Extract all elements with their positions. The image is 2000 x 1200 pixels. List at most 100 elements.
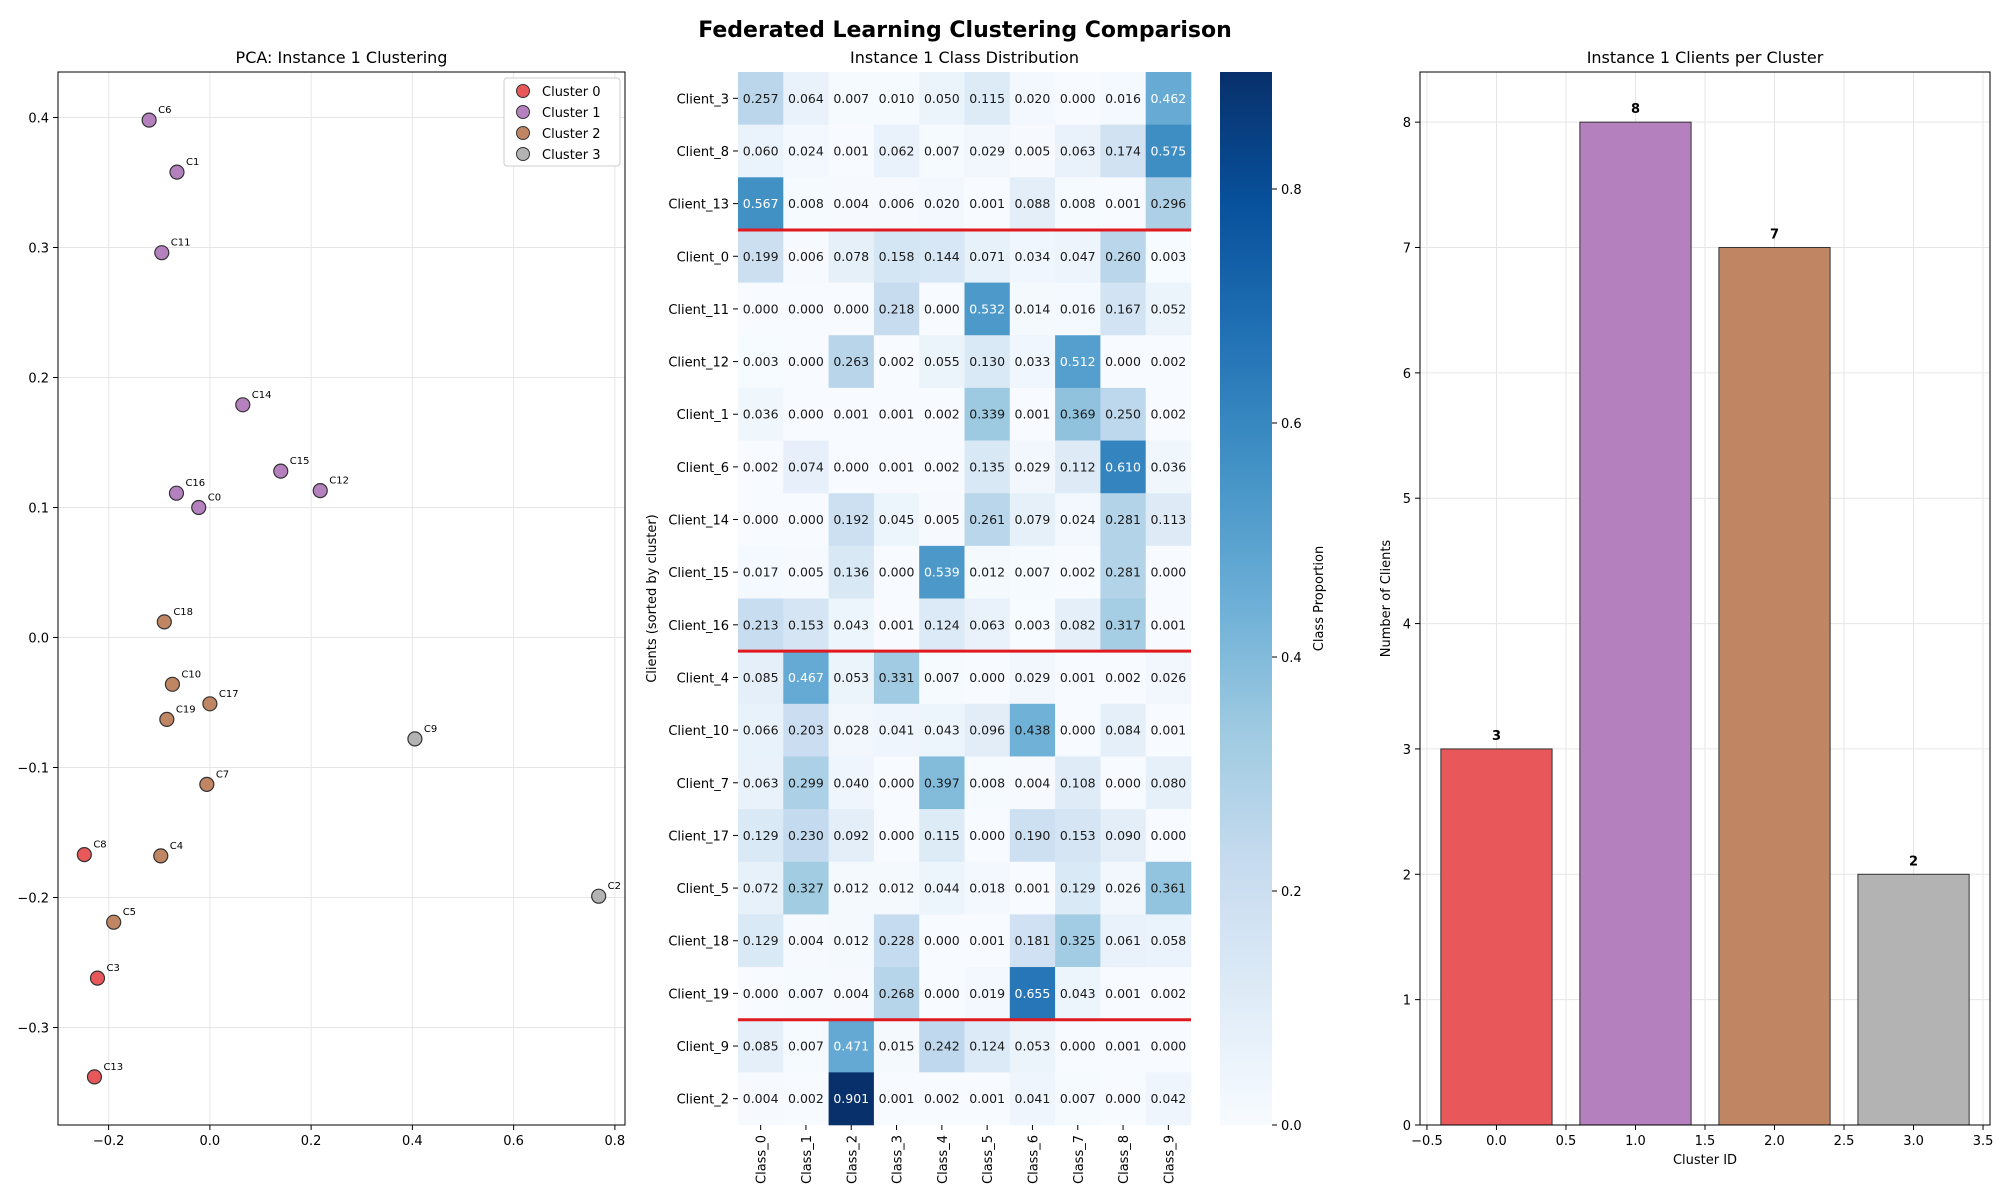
legend-entry: Cluster 0 (542, 85, 601, 100)
heatmap-cell (783, 282, 829, 336)
heatmap-cell (783, 493, 829, 547)
heatmap-cell (873, 1019, 920, 1073)
heatmap-cell (783, 124, 829, 178)
scatter-point-label: C12 (329, 476, 349, 487)
heatmap-cell-value: 0.036 (743, 407, 779, 422)
scatter-point (153, 848, 169, 864)
heatmap-cell-value: 0.250 (1105, 407, 1141, 422)
heatmap-cell (783, 914, 829, 968)
heatmap-cell-value: 0.001 (879, 407, 915, 422)
heatmap-cell-value: 0.005 (1015, 143, 1051, 158)
heatmap-cell-value: 0.062 (879, 143, 915, 158)
scatter-xtick-label: 0.8 (605, 1134, 626, 1149)
heatmap-column-label: Class_9 (1162, 1135, 1177, 1184)
heatmap-cell-value: 0.084 (1105, 723, 1141, 738)
scatter-point-label: C8 (93, 840, 106, 851)
heatmap-cell (1145, 335, 1192, 389)
heatmap-cell (1100, 809, 1146, 863)
heatmap-cell (1145, 861, 1192, 915)
heatmap-cell (828, 229, 875, 283)
heatmap-cell (1100, 387, 1146, 441)
heatmap-column-label: Class_0 (755, 1135, 770, 1184)
heatmap-cell (964, 282, 1011, 336)
heatmap-cell-value: 0.012 (879, 881, 915, 896)
scatter-point-label: C5 (123, 907, 136, 918)
heatmap-cell-value: 0.002 (788, 1091, 824, 1106)
heatmap-cell-value: 0.001 (1150, 617, 1186, 632)
heatmap-cell (919, 72, 965, 125)
heatmap-cell-value: 0.112 (1060, 459, 1096, 474)
heatmap-cell-value: 0.041 (1015, 1091, 1051, 1106)
heatmap-cell-value: 0.007 (788, 986, 824, 1001)
heatmap-cell-value: 0.203 (788, 723, 824, 738)
heatmap-cell-value: 0.090 (1105, 828, 1141, 843)
heatmap-row-label: Client_18 (668, 935, 729, 950)
heatmap-cell (1055, 72, 1101, 125)
heatmap-cell-value: 0.158 (879, 249, 915, 264)
heatmap-cell (919, 914, 965, 968)
heatmap-cell-value: 0.043 (833, 617, 869, 632)
scatter-point (89, 970, 106, 986)
heatmap-cell (1100, 914, 1146, 968)
heatmap-cell-value: 0.327 (788, 881, 824, 896)
heatmap-cell-value: 0.006 (879, 196, 915, 211)
heatmap-cell (828, 177, 875, 231)
scatter-ytick-label: 0.1 (28, 502, 49, 517)
heatmap-cell (783, 1019, 829, 1073)
heatmap-cell (1009, 1019, 1056, 1073)
heatmap-cell (738, 282, 784, 336)
heatmap-cell (828, 703, 875, 757)
heatmap-cell (738, 1072, 784, 1126)
scatter-xtick-label: 0.0 (200, 1134, 221, 1149)
heatmap-cell (783, 545, 829, 599)
heatmap-cell (738, 545, 784, 599)
heatmap-cell (964, 72, 1011, 125)
heatmap-cell-value: 0.567 (743, 196, 779, 211)
scatter-point (76, 846, 92, 863)
heatmap-cell (1055, 229, 1101, 283)
heatmap-row-label: Client_9 (677, 1040, 729, 1055)
heatmap-cell-value: 0.115 (969, 91, 1005, 106)
heatmap-cell (919, 598, 965, 652)
heatmap-cell (1055, 545, 1101, 599)
heatmap-cell (783, 1072, 829, 1126)
heatmap-cell-value: 0.029 (1015, 670, 1051, 685)
bar-ytick-label: 3 (1403, 743, 1411, 758)
heatmap-cell-value: 0.004 (743, 1091, 779, 1106)
heatmap-cell-value: 0.004 (833, 196, 869, 211)
heatmap-cell (1145, 1019, 1192, 1073)
heatmap-cell (964, 177, 1011, 231)
heatmap-cell (919, 335, 965, 389)
heatmap-cell-value: 0.331 (879, 670, 915, 685)
heatmap-cell (1145, 72, 1192, 125)
colorbar-tick-label: 0.8 (1281, 183, 1302, 198)
heatmap-cell-value: 0.467 (788, 670, 824, 685)
heatmap-row-label: Client_1 (677, 408, 729, 423)
heatmap-cell (1145, 703, 1192, 757)
bar-xtick-label: 0.5 (1556, 1134, 1577, 1149)
scatter-xtick-label: 0.6 (503, 1134, 524, 1149)
heatmap-cell-value: 0.096 (969, 723, 1005, 738)
scatter-point (169, 164, 185, 180)
scatter-point (86, 1069, 103, 1085)
scatter-point-label: C11 (171, 238, 191, 249)
bar (1440, 748, 1553, 1126)
heatmap-cell (828, 914, 875, 968)
scatter-xtick-label: 0.2 (301, 1134, 322, 1149)
heatmap-cell-value: 0.130 (969, 354, 1005, 369)
heatmap-cell-value: 0.071 (969, 249, 1005, 264)
heatmap-cell-value: 0.129 (743, 828, 779, 843)
heatmap-row-label: Client_16 (668, 619, 729, 634)
heatmap-cell (783, 72, 829, 125)
heatmap-cell (964, 335, 1011, 389)
heatmap-cell (1009, 598, 1056, 652)
heatmap-cell (738, 177, 784, 231)
heatmap-cell (873, 335, 920, 389)
heatmap-row-label: Client_13 (668, 198, 729, 213)
heatmap-cell (1145, 282, 1192, 336)
bar-xtick-label: 2.0 (1764, 1134, 1785, 1149)
heatmap-cell (738, 809, 784, 863)
scatter-point (407, 731, 423, 747)
heatmap-cell-value: 0.002 (743, 459, 779, 474)
heatmap-cell (873, 651, 920, 705)
